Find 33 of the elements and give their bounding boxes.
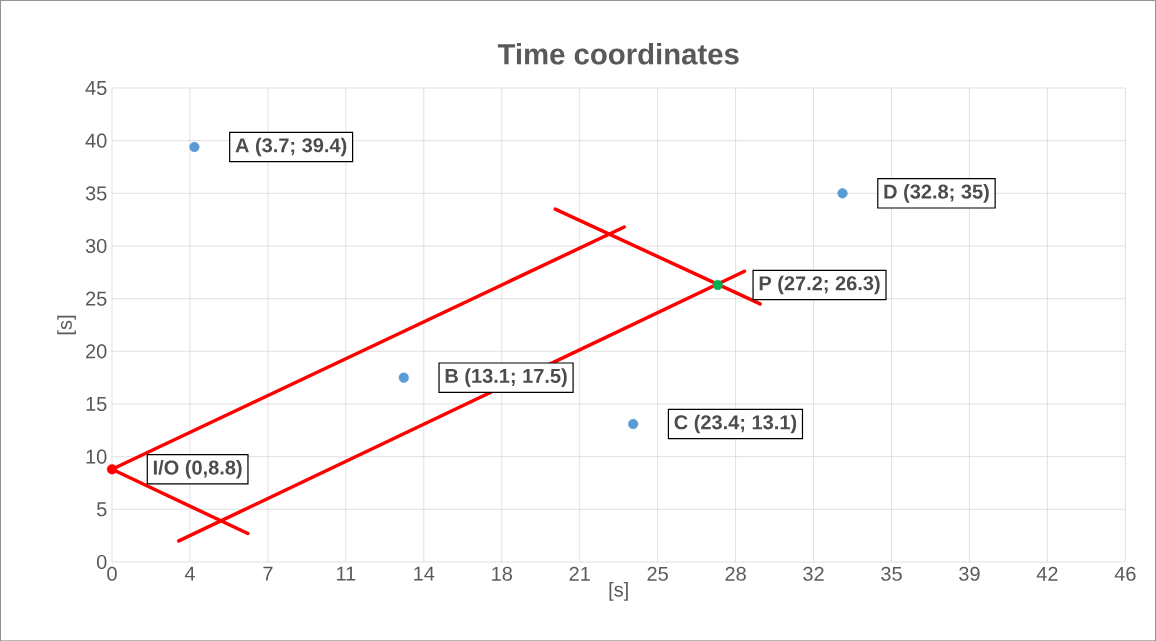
annotation: C (23.4; 13.1) [674,414,797,434]
y-tick-label: 30 [85,238,107,253]
y-tick-label: 10 [86,449,107,464]
y-tick-label: 45 [85,80,107,95]
y-tick-label: 25 [86,291,107,306]
annotation: D (32.8; 35) [884,183,989,203]
x-tick-label: 32 [803,566,824,581]
annotation: I/O (0,8.8) [153,459,242,479]
x-axis-title: [s] [609,581,628,601]
x-tick-label: 39 [959,566,980,581]
x-tick-label: 28 [725,566,746,581]
x-tick-label: 21 [569,566,590,581]
y-axis-title: [s] [57,315,76,334]
y-tick-label: 15 [86,396,107,411]
annotation: A (3.7; 39.4) [235,137,347,157]
x-tick-label: 14 [414,566,435,581]
x-tick-label: 46 [1114,566,1136,581]
x-tick-label: 11 [337,566,356,581]
y-tick-label: 35 [85,186,107,201]
x-tick-label: 42 [1036,566,1058,581]
x-tick-label: 4 [184,566,195,581]
chart-title: Time coordinates [497,42,739,65]
y-tick-label: 20 [86,344,107,359]
x-tick-label: 25 [647,566,668,581]
x-tick-label: 18 [492,566,512,581]
y-tick-label: 40 [85,133,107,148]
y-tick-label: 0 [96,554,107,569]
x-tick-label: 35 [881,566,902,581]
annotation: P (27.2; 26.3) [759,275,880,295]
y-tick-label: 5 [96,502,107,517]
x-tick-label: 7 [263,566,273,581]
annotation: B (13.1; 17.5) [445,368,567,387]
x-tick-label: 0 [107,566,117,581]
